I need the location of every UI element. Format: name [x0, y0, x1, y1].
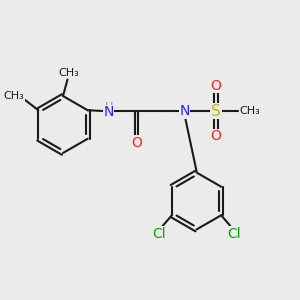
Text: CH₃: CH₃ — [3, 91, 24, 101]
Text: Cl: Cl — [152, 227, 166, 241]
Text: CH₃: CH₃ — [239, 106, 260, 116]
Text: N: N — [103, 106, 114, 119]
Text: H: H — [104, 102, 113, 112]
Text: O: O — [131, 136, 142, 150]
Text: CH₃: CH₃ — [58, 68, 79, 78]
Text: Cl: Cl — [227, 227, 241, 241]
Text: O: O — [211, 130, 221, 143]
Text: N: N — [179, 104, 190, 118]
Text: O: O — [211, 79, 221, 92]
Text: S: S — [211, 103, 221, 118]
